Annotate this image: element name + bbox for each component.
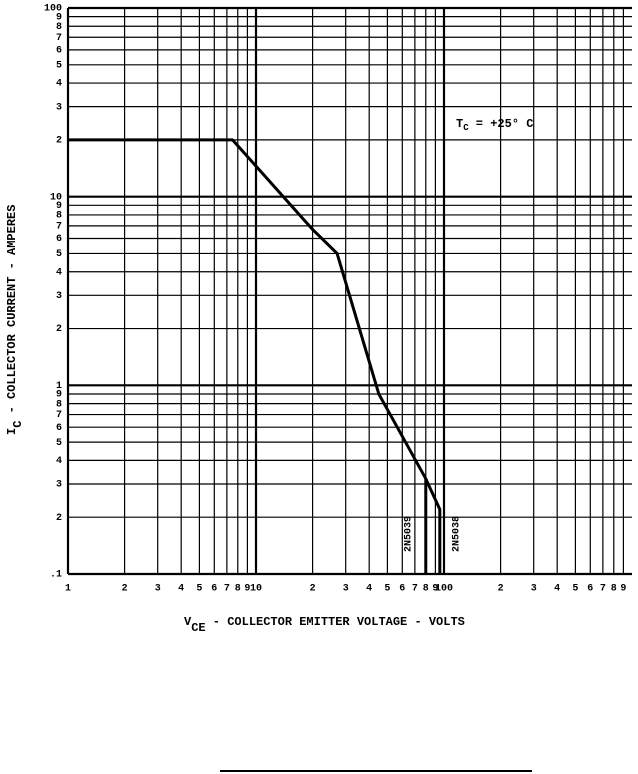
y-label-sub: C bbox=[11, 421, 25, 428]
x-label-sub: CE bbox=[191, 621, 205, 635]
series-label: 2N5039 bbox=[403, 516, 414, 552]
y-tick-label: 4 bbox=[56, 267, 62, 278]
x-tick-label: 2 bbox=[122, 584, 128, 595]
x-tick-label: 9 bbox=[620, 584, 626, 595]
x-tick-label: 1 bbox=[65, 584, 71, 595]
x-tick-label: 9 bbox=[244, 584, 250, 595]
y-tick-label: 10 bbox=[50, 192, 62, 203]
y-tick-label: 6 bbox=[56, 234, 62, 245]
x-tick-label: 5 bbox=[196, 584, 202, 595]
y-tick-label: 3 bbox=[56, 291, 62, 302]
y-label-main: I bbox=[5, 428, 19, 435]
y-tick-label: 5 bbox=[56, 60, 62, 71]
x-tick-label: 8 bbox=[423, 584, 429, 595]
x-tick-label: 5 bbox=[384, 584, 390, 595]
y-tick-label: 5 bbox=[56, 438, 62, 449]
x-label-main: V bbox=[184, 615, 192, 629]
x-tick-label: 2 bbox=[498, 584, 504, 595]
y-tick-label: 4 bbox=[56, 456, 62, 467]
y-tick-label: 5 bbox=[56, 249, 62, 260]
y-tick-label: 2 bbox=[56, 136, 62, 147]
y-label-rest: - COLLECTOR CURRENT - AMPERES bbox=[5, 205, 19, 421]
x-tick-label: 5 bbox=[572, 584, 578, 595]
x-tick-label: 9 bbox=[432, 584, 438, 595]
curve bbox=[68, 138, 442, 574]
x-tick-label: 6 bbox=[587, 584, 593, 595]
y-tick-label: 2 bbox=[56, 324, 62, 335]
y-tick-label: 8 bbox=[56, 399, 62, 410]
x-label-rest: - COLLECTOR EMITTER VOLTAGE - VOLTS bbox=[206, 615, 465, 629]
x-tick-label: 8 bbox=[235, 584, 241, 595]
x-tick-label: 100 bbox=[435, 584, 453, 595]
y-tick-label: 7 bbox=[56, 222, 62, 233]
x-tick-label: 3 bbox=[155, 584, 161, 595]
y-tick-label: 8 bbox=[56, 211, 62, 222]
annotation: TC = +25° C bbox=[456, 117, 533, 133]
x-tick-label: 4 bbox=[366, 584, 372, 595]
annotation-main: T bbox=[456, 117, 463, 131]
x-tick-label: 6 bbox=[399, 584, 405, 595]
x-tick-label: 8 bbox=[611, 584, 617, 595]
x-tick-label: 3 bbox=[531, 584, 537, 595]
y-tick-label: 6 bbox=[56, 45, 62, 56]
y-tick-label: 1 bbox=[56, 381, 62, 392]
x-tick-label: 2 bbox=[310, 584, 316, 595]
y-tick-label: 7 bbox=[56, 33, 62, 44]
y-tick-label: 9 bbox=[56, 201, 62, 212]
x-tick-label: 10 bbox=[250, 584, 262, 595]
y-tick-label: 3 bbox=[56, 102, 62, 113]
x-tick-label: 4 bbox=[554, 584, 560, 595]
y-tick-label: 100 bbox=[44, 4, 62, 15]
x-tick-label: 7 bbox=[600, 584, 606, 595]
x-axis-label: VCE - COLLECTOR EMITTER VOLTAGE - VOLTS bbox=[184, 615, 465, 635]
x-tick-label: 4 bbox=[178, 584, 184, 595]
x-tick-label: 7 bbox=[224, 584, 230, 595]
y-tick-label: 3 bbox=[56, 480, 62, 491]
x-tick-label: 3 bbox=[343, 584, 349, 595]
annotation-sub: C bbox=[463, 123, 469, 133]
y-tick-label: 7 bbox=[56, 410, 62, 421]
x-tick-label: 6 bbox=[211, 584, 217, 595]
y-tick-label: 8 bbox=[56, 22, 62, 33]
y-tick-label: 9 bbox=[56, 12, 62, 23]
y-tick-label: 4 bbox=[56, 79, 62, 90]
series-label: 2N5038 bbox=[451, 516, 462, 552]
y-tick-label: .1 bbox=[50, 570, 62, 581]
y-tick-label: 2 bbox=[56, 513, 62, 524]
x-tick-label: 7 bbox=[412, 584, 418, 595]
y-axis-label: IC - COLLECTOR CURRENT - AMPERES bbox=[5, 205, 25, 435]
y-tick-label: 9 bbox=[56, 390, 62, 401]
y-tick-label: 6 bbox=[56, 423, 62, 434]
